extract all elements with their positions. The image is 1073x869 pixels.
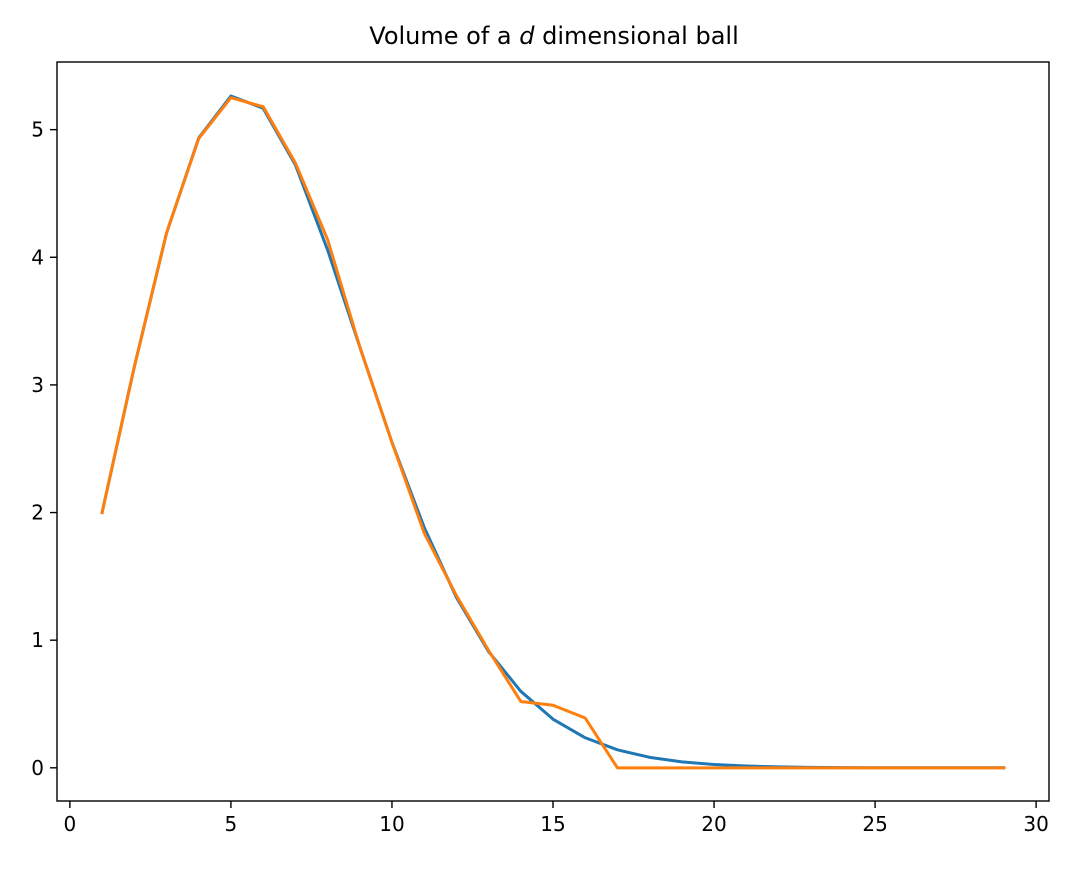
y-tick-label: 0 [31, 756, 44, 780]
x-tick-label: 30 [1023, 812, 1048, 836]
plot-frame [56, 61, 1050, 802]
x-tick-label: 0 [64, 812, 77, 836]
y-tick-label: 2 [31, 501, 44, 525]
x-tick-label: 15 [540, 812, 565, 836]
axes-layer: 0 5 10 15 20 25 30 0 1 2 3 4 5 [31, 61, 1050, 836]
chart-title: Volume of a d dimensional ball [369, 22, 738, 50]
x-tick-label: 5 [225, 812, 238, 836]
y-tick-label: 5 [31, 118, 44, 142]
x-tick-label: 20 [701, 812, 726, 836]
y-tick-label: 4 [31, 245, 44, 269]
y-tick-label: 1 [31, 628, 44, 652]
x-tick-label: 10 [379, 812, 404, 836]
y-tick-label: 3 [31, 373, 44, 397]
x-tick-label: 25 [862, 812, 887, 836]
series-line-1 [100, 94, 1006, 770]
series-line-2 [100, 96, 1006, 770]
series-layer [100, 94, 1006, 770]
